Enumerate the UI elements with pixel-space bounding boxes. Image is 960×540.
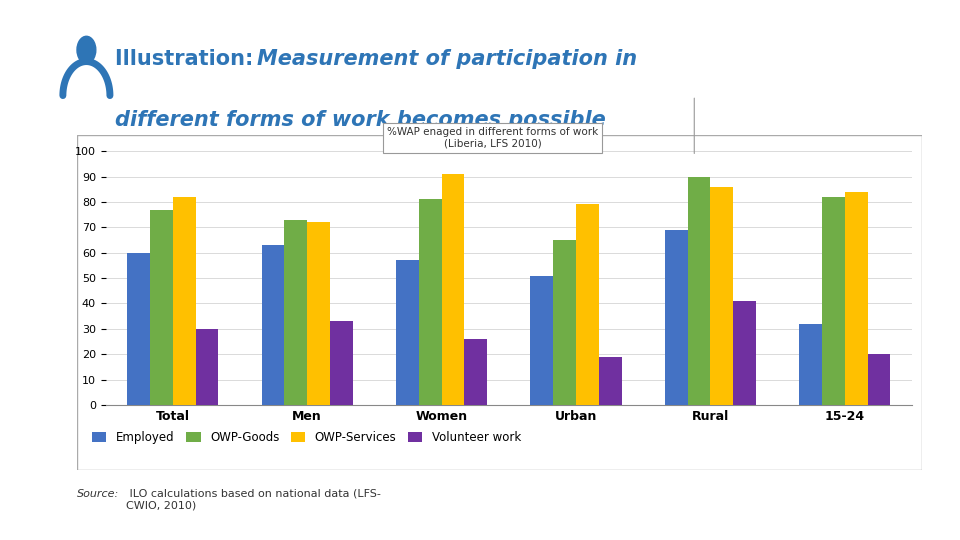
Text: Source:: Source:	[77, 489, 119, 499]
Bar	[868, 354, 891, 405]
Text: ILO calculations based on national data (LFS-
CWIO, 2010): ILO calculations based on national data …	[126, 489, 380, 510]
Bar	[799, 324, 822, 405]
Bar	[465, 339, 488, 405]
Text: Illustration:: Illustration:	[115, 49, 261, 69]
Text: Measurement of participation in: Measurement of participation in	[257, 49, 637, 69]
Bar	[687, 177, 710, 405]
Bar	[442, 174, 465, 405]
Bar	[196, 329, 219, 405]
Bar	[127, 253, 150, 405]
Bar	[599, 357, 622, 405]
Bar	[553, 240, 576, 405]
Bar	[284, 220, 307, 405]
Bar	[822, 197, 845, 405]
Bar	[530, 275, 553, 405]
Bar	[733, 301, 756, 405]
Bar	[261, 245, 284, 405]
Bar	[576, 205, 599, 405]
Text: %WAP enaged in different forms of work
(Liberia, LFS 2010): %WAP enaged in different forms of work (…	[387, 127, 598, 148]
Text: different forms of work becomes possible: different forms of work becomes possible	[115, 110, 606, 130]
Text: Tinonin, Cecilia ILO: Tinonin, Cecilia ILO	[781, 518, 931, 532]
Bar	[396, 260, 419, 405]
Bar	[150, 210, 173, 405]
Bar	[845, 192, 868, 405]
Bar	[419, 199, 442, 405]
Bar	[710, 187, 733, 405]
Circle shape	[77, 36, 96, 64]
Bar	[330, 321, 353, 405]
Bar	[307, 222, 330, 405]
Legend: Employed, OWP-Goods, OWP-Services, Volunteer work: Employed, OWP-Goods, OWP-Services, Volun…	[92, 431, 521, 444]
Bar	[664, 230, 687, 405]
Bar	[173, 197, 196, 405]
